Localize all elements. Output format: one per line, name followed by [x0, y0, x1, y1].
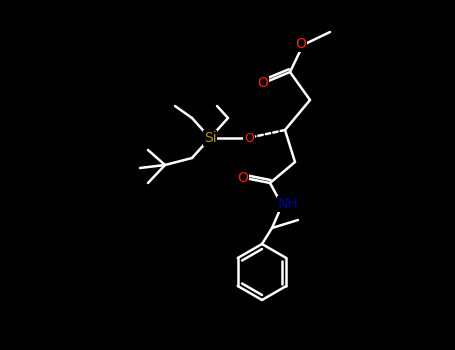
- Text: Si: Si: [204, 131, 216, 145]
- Text: O: O: [296, 37, 306, 51]
- Text: O: O: [244, 132, 254, 145]
- Text: O: O: [258, 76, 268, 90]
- Text: O: O: [238, 171, 248, 185]
- Text: NH: NH: [278, 197, 298, 211]
